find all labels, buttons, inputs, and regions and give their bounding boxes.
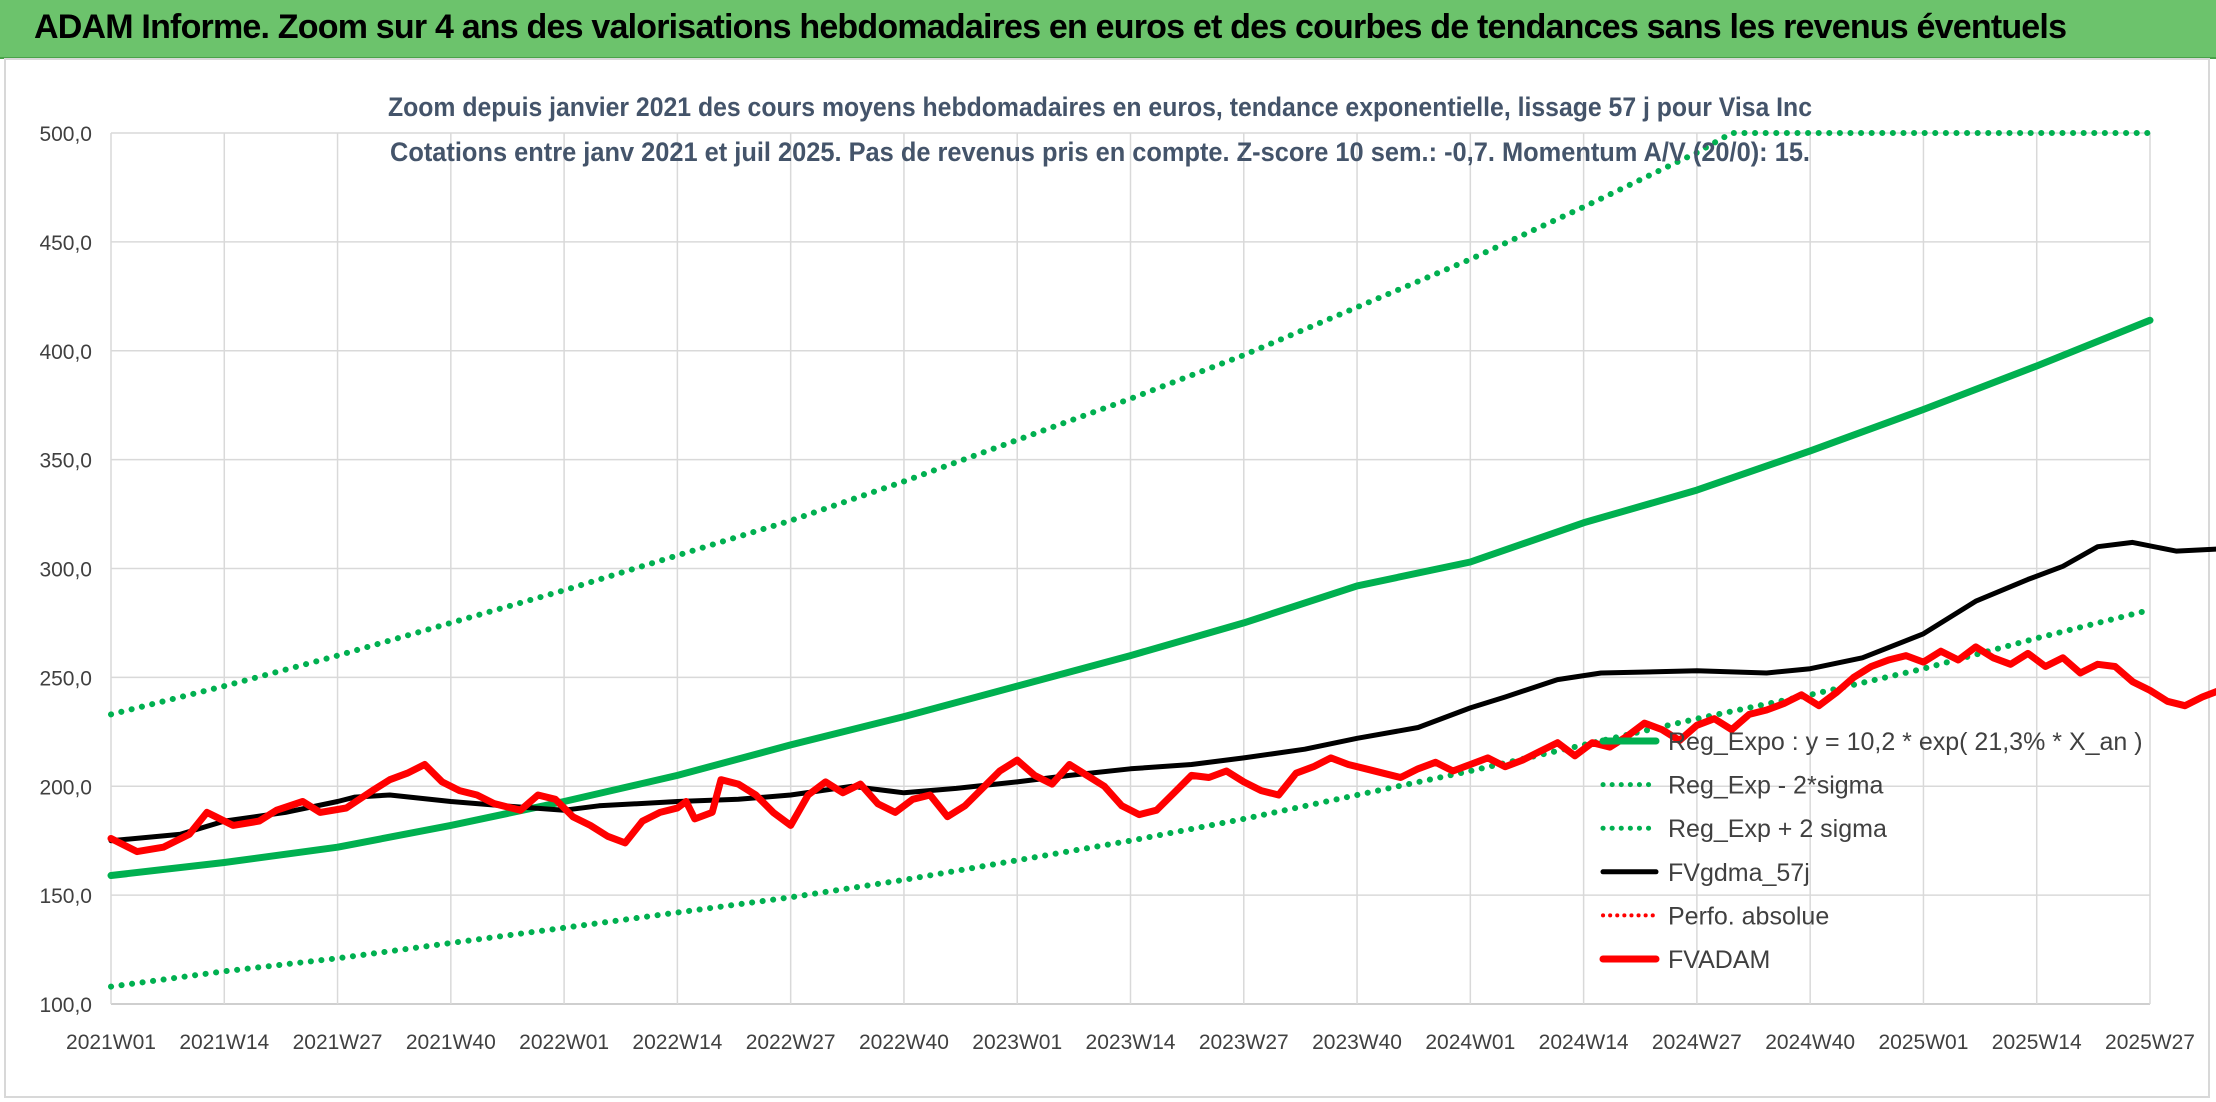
x-tick-label: 2021W14 <box>179 1031 269 1054</box>
x-tick-label: 2024W14 <box>1539 1031 1629 1054</box>
x-tick-label: 2021W01 <box>66 1031 156 1054</box>
series-line-reg_expo <box>107 316 2154 879</box>
grid-lines <box>110 132 2151 1005</box>
series-line-reg_minus <box>108 606 2153 990</box>
x-tick-label: 2023W14 <box>1086 1031 1176 1054</box>
report-banner: ADAM Informe. Zoom sur 4 ans des valoris… <box>0 0 2216 59</box>
series-line-reg_plus <box>108 130 2153 718</box>
x-tick-label: 2023W01 <box>972 1031 1062 1054</box>
y-tick-label: 500,0 <box>39 123 92 146</box>
report-title: ADAM Informe. Zoom sur 4 ans des valoris… <box>34 8 2067 46</box>
y-tick-label: 450,0 <box>39 232 92 255</box>
chart-legend: Reg_Expo : y = 10,2 * exp( 21,3% * X_an … <box>1599 728 2143 974</box>
x-tick-label: 2025W01 <box>1878 1031 1968 1054</box>
axis-labels: 100,0 150,0 200,0 250,0 300,0 350,0 400,0 450,0… <box>39 123 2195 1054</box>
x-tick-label: 2022W40 <box>859 1031 949 1054</box>
y-tick-label: 100,0 <box>39 994 92 1017</box>
x-tick-label: 2025W14 <box>1992 1031 2082 1054</box>
chart-title-line2: Cotations entre janv 2021 et juil 2025. … <box>390 137 1810 167</box>
x-tick-label: 2022W01 <box>519 1031 609 1054</box>
x-tick-label: 2023W40 <box>1312 1031 1402 1054</box>
legend-label-perfo: Perfo. absolue <box>1668 902 1829 930</box>
y-tick-label: 350,0 <box>39 450 92 473</box>
x-tick-label: 2021W40 <box>406 1031 496 1054</box>
x-tick-label: 2024W40 <box>1765 1031 1855 1054</box>
legend-label-reg_plus: Reg_Exp + 2 sigma <box>1668 815 1887 843</box>
x-tick-label: 2024W27 <box>1652 1031 1742 1054</box>
x-tick-label: 2022W14 <box>632 1031 722 1054</box>
x-tick-label: 2021W27 <box>293 1031 383 1054</box>
legend-label-reg_expo: Reg_Expo : y = 10,2 * exp( 21,3% * X_an … <box>1668 728 2143 756</box>
legend-label-fvgdma: FVgdma_57j <box>1668 859 1810 887</box>
series-line-fvgdma <box>108 539 2216 844</box>
series-line-fvadam <box>107 643 2216 856</box>
series-layer <box>107 130 2216 990</box>
y-tick-label: 200,0 <box>39 776 92 799</box>
x-tick-label: 2022W27 <box>746 1031 836 1054</box>
legend-label-reg_minus: Reg_Exp - 2*sigma <box>1668 772 1883 800</box>
legend-label-fvadam: FVADAM <box>1668 946 1770 974</box>
y-tick-label: 300,0 <box>39 559 92 582</box>
x-tick-label: 2025W27 <box>2105 1031 2195 1054</box>
x-tick-label: 2023W27 <box>1199 1031 1289 1054</box>
y-tick-label: 400,0 <box>39 341 92 364</box>
y-tick-label: 250,0 <box>39 667 92 690</box>
x-tick-label: 2024W01 <box>1425 1031 1515 1054</box>
y-tick-label: 150,0 <box>39 885 92 908</box>
chart-title-line1: Zoom depuis janvier 2021 des cours moyen… <box>388 92 1812 122</box>
chart-frame <box>4 58 2210 1098</box>
